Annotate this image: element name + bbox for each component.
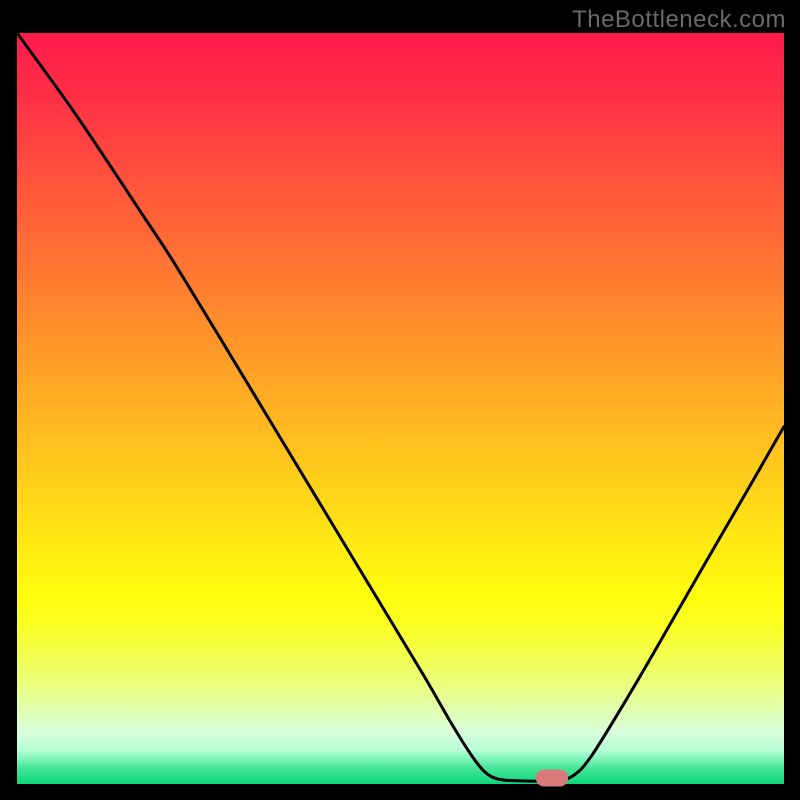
watermark-text: TheBottleneck.com (572, 6, 786, 34)
optimal-marker (536, 769, 568, 786)
bottleneck-chart (17, 33, 784, 784)
frame: TheBottleneck.com (0, 0, 800, 800)
chart-svg (17, 33, 784, 784)
